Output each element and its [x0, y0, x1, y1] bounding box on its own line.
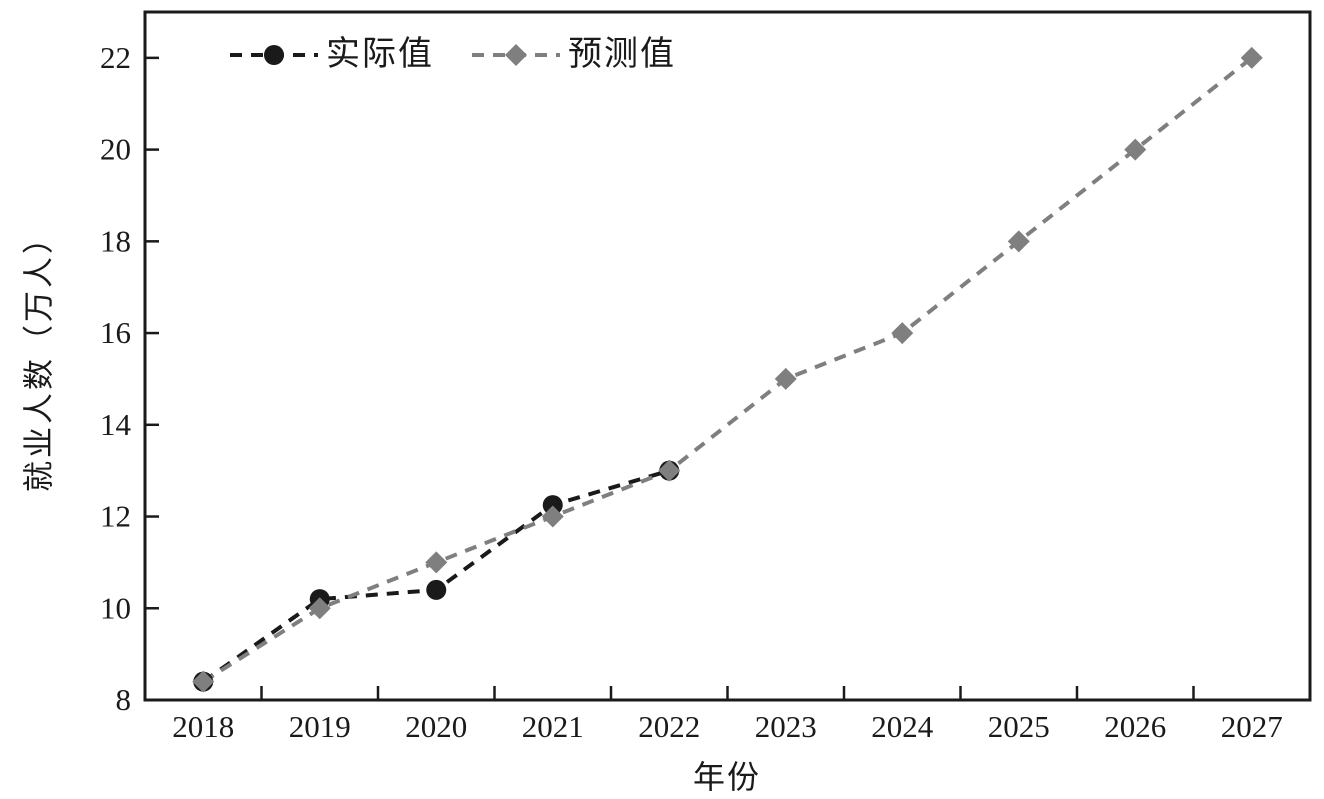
y-tick-label-10: 10 [100, 590, 131, 625]
legend-item-forecast: 预测值 [470, 38, 676, 72]
forecast-marker-2025 [1007, 230, 1030, 253]
forecast-marker-2026 [1124, 138, 1147, 161]
x-tick-label-2021: 2021 [522, 709, 584, 744]
x-tick-label-2022: 2022 [638, 709, 700, 744]
actual-series-line [202, 468, 670, 684]
y-tick-label-8: 8 [116, 682, 132, 717]
y-tick-label-22: 22 [100, 40, 131, 75]
forecast-marker-2018 [192, 670, 215, 693]
x-tick-label-2024: 2024 [871, 709, 934, 744]
actual-marker-2020 [426, 579, 447, 600]
forecast-marker-2021 [541, 505, 564, 528]
forecast-marker-2020 [425, 551, 448, 574]
y-axis-title: 就业人数（万人） [21, 220, 57, 492]
legend-item-actual: 实际值 [228, 38, 434, 72]
forecast-marker-2024 [891, 322, 914, 345]
forecast-series-line [202, 56, 1253, 684]
legend: 实际值 预测值 [228, 38, 676, 72]
y-tick-label-20: 20 [100, 132, 131, 167]
y-tick-label-16: 16 [100, 315, 131, 350]
x-tick-label-2018: 2018 [172, 709, 234, 744]
forecast-marker-2019 [308, 597, 331, 620]
x-tick-label-2019: 2019 [289, 709, 351, 744]
legend-label-actual: 实际值 [326, 36, 434, 73]
forecast-marker-2023 [774, 367, 797, 390]
y-tick-label-14: 14 [100, 407, 132, 442]
x-tick-label-2025: 2025 [988, 709, 1050, 744]
x-tick-label-2026: 2026 [1104, 709, 1166, 744]
x-axis-title: 年份 [692, 759, 762, 795]
forecast-series-swatch-icon [472, 44, 560, 66]
forecast-marker-2022 [658, 459, 681, 482]
x-tick-label-2023: 2023 [755, 709, 817, 744]
actual-marker-2021 [542, 495, 563, 516]
y-tick-label-12: 12 [100, 499, 131, 534]
y-tick-label-18: 18 [100, 223, 131, 258]
legend-label-forecast: 预测值 [568, 36, 676, 73]
forecast-marker-2027 [1240, 46, 1263, 69]
actual-series-swatch-icon [230, 45, 318, 65]
x-tick-label-2020: 2020 [405, 709, 467, 744]
x-tick-label-2027: 2027 [1221, 709, 1283, 744]
